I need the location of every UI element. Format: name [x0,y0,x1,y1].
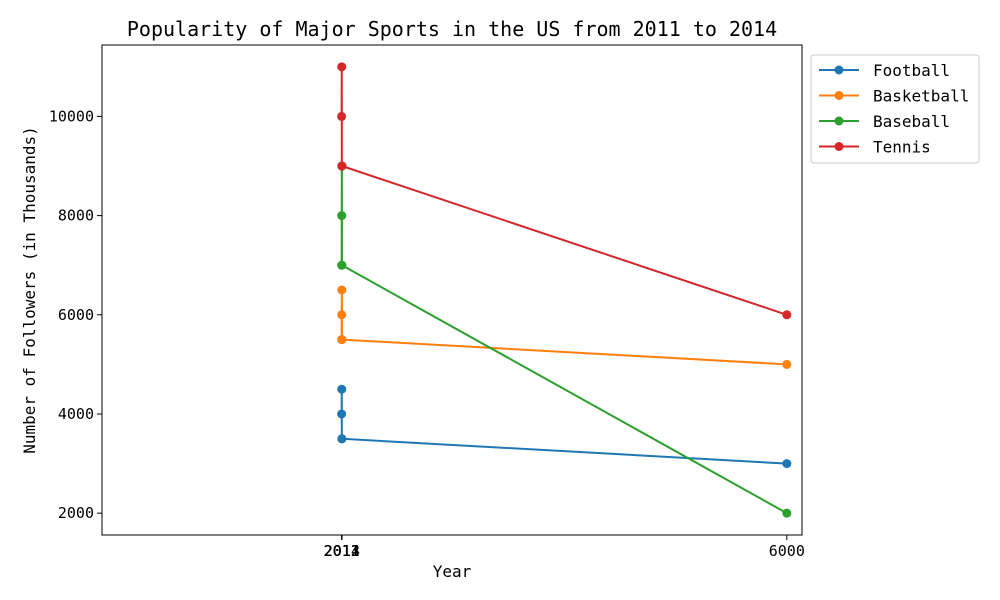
x-tick-label: 2012 [324,542,360,560]
legend-label: Baseball [873,112,950,131]
legend-frame [810,54,980,164]
data-point-tennis [337,111,347,121]
y-axis-label: Number of Followers (in Thousands) [20,126,39,454]
legend-label: Tennis [873,138,931,157]
data-point-baseball [782,508,792,518]
data-point-tennis [337,62,347,72]
x-tick-label: 6000 [769,542,805,560]
legend-item-tennis: Tennis [819,138,931,157]
legend-item-baseball: Baseball [819,112,950,131]
chart-title: Popularity of Major Sports in the US fro… [127,17,777,41]
data-point-tennis [782,310,792,320]
x-tick-label: 2014 [324,542,360,560]
legend-marker [834,116,844,126]
data-point-tennis [337,161,347,171]
data-point-football [337,434,347,444]
legend-item-football: Football [819,61,950,80]
series-line-tennis [340,65,788,316]
series-line-football [340,388,787,465]
y-tick-label: 8000 [58,207,94,225]
series-lines [340,65,788,515]
legend-marker [834,91,844,100]
data-point-baseball [337,211,347,221]
data-point-baseball [337,260,347,270]
legend-marker [834,65,844,75]
data-point-football [337,384,347,394]
legend: Football Basketball Baseball Tennis [810,54,980,164]
y-axis: 2000 4000 6000 8000 10000 [49,107,102,522]
y-tick-label: 6000 [58,306,94,324]
data-point-basketball [337,335,347,345]
y-tick-label: 10000 [49,107,94,125]
legend-marker [834,142,844,151]
x-tick-label: 2011 [324,542,360,560]
data-point-football [337,409,347,419]
x-axis-label: Year [433,562,472,581]
legend-label: Basketball [873,87,969,106]
data-point-basketball [337,285,347,295]
y-tick-label: 4000 [58,405,94,423]
x-tick-label: 2013 [324,542,360,560]
series-line-baseball [340,165,788,515]
legend-item-basketball: Basketball [819,87,969,106]
plot-frame [101,44,803,536]
legend-label: Football [873,61,950,80]
series-points [337,62,792,518]
y-tick-label: 2000 [58,504,94,522]
data-point-football [782,459,792,469]
data-point-basketball [337,310,347,320]
data-point-basketball [782,359,792,369]
